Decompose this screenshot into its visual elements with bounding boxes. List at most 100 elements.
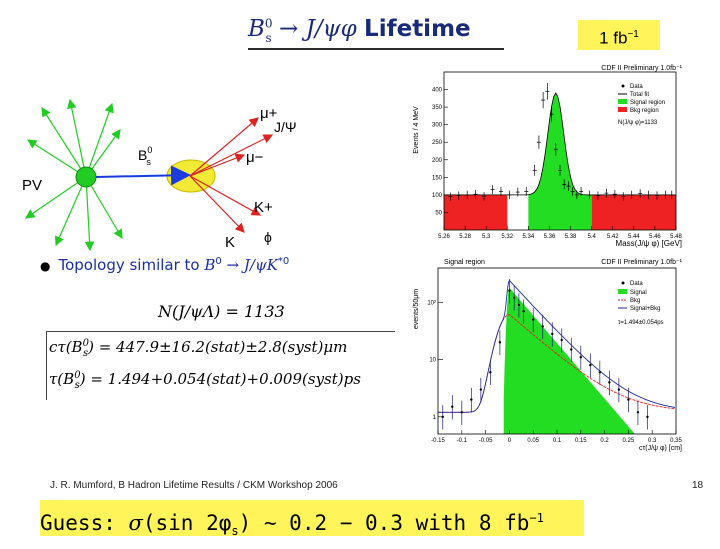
bullet-dot: ● — [40, 259, 51, 273]
mass-plot: 5.26 5.28 5.3 5.32 5.34 5.36 5.38 5.4 5.42 5.44 5.… — [408, 60, 688, 250]
bullet-math-rest: → J/ψK — [221, 256, 278, 274]
result-ctau: cτ(B0s) = 447.9±16.2(stat)±2.8(syst)μm — [49, 338, 348, 359]
footer-citation: J. R. Mumford, B Hadron Lifetime Results… — [50, 480, 338, 491]
guess-box: Guess: σ(sin 2φs) ∼ 0.2 − 0.3 with 8 fb−… — [40, 500, 584, 539]
x-tick-label: -0.05 — [479, 438, 493, 444]
ct-legend-bkg: Bkg — [630, 298, 640, 304]
x-tick-label: 5.42 — [607, 234, 619, 240]
result-tau: τ(B0s) = 1.494+0.054(stat)+0.009(syst)ps — [49, 370, 361, 391]
signal-fill — [503, 287, 653, 435]
ct-legend-signal-marker — [618, 289, 627, 294]
ct-plot-title: Signal region — [444, 259, 485, 266]
x-tick-label: 5.36 — [544, 234, 556, 240]
ct-xlabel: cτ(J/ψ φ) [cm] — [639, 445, 682, 452]
ct-ylabel: events/50μm — [413, 289, 420, 329]
ct-plot-title-right: CDF II Preliminary 1.0fb⁻¹ — [601, 259, 682, 266]
phi-label: ϕ — [264, 229, 272, 245]
n-events: N(J/ψΛ) = 1133 — [158, 302, 285, 321]
data-point — [608, 381, 611, 384]
x-tick-label: 0.25 — [623, 438, 635, 444]
data-point — [541, 325, 544, 328]
title-sup: 0 — [264, 16, 273, 31]
k-label: K — [225, 234, 235, 251]
bs-flight-arrow — [95, 165, 191, 186]
lumi-text: 1 fb — [599, 28, 628, 48]
mu-minus-label: μ− — [246, 149, 264, 166]
data-point — [589, 363, 592, 367]
mass-annotation: N(J/ψ φ)=1133 — [618, 120, 658, 126]
ct-plot: -0.15 -0.1 -0.05 0 0.05 0.1 0.15 0.2 0.25 0.3 0.35… — [408, 254, 688, 454]
primary-vertex — [75, 166, 97, 188]
x-tick-label: -0.15 — [431, 438, 445, 444]
ct-legend-data: Data — [630, 281, 643, 287]
ct-legend-data-marker — [621, 281, 625, 285]
guess-sub: s — [231, 524, 239, 539]
x-tick-label: 5.34 — [523, 234, 535, 240]
lifetime-results: cτ(B0s) = 447.9±16.2(stat)±2.8(syst)μm τ… — [46, 331, 395, 400]
title-decay: → J/ψφ — [271, 16, 365, 42]
legend-signal-marker — [618, 99, 627, 104]
y-tick-label: 10 — [429, 358, 436, 364]
y-tick-label: 1 — [433, 415, 437, 421]
y-tick-label: 350 — [432, 105, 443, 111]
slide-title: B0s → J/ψφ Lifetime — [248, 16, 504, 50]
page-number: 18 — [692, 480, 704, 491]
mass-ylabel: Events / 4 MeV — [413, 106, 420, 154]
x-tick-label: 5.44 — [628, 234, 640, 240]
data-point — [489, 371, 492, 374]
data-point — [560, 338, 563, 342]
data-point — [470, 398, 473, 401]
data-point — [627, 398, 630, 401]
pv-label: PV — [22, 177, 42, 194]
x-tick-label: 0.2 — [600, 438, 609, 444]
total-fit-curve — [444, 92, 676, 196]
guess-prefix: Guess: — [40, 511, 129, 535]
bullet-topology: ● Topology similar to B0 → J/ψK*0 — [40, 256, 289, 274]
total-curve — [438, 279, 676, 413]
mass-plot-title: CDF II Preliminary 1.0fb⁻¹ — [601, 65, 682, 72]
lumi-badge: 1 fb−1 — [578, 20, 660, 50]
ct-annotation: τ=1.494±0.054ps — [618, 320, 664, 326]
x-tick-label: 5.28 — [459, 234, 471, 240]
legend-signal: Signal region — [630, 100, 665, 106]
data-point — [508, 289, 511, 292]
legend-data-marker — [621, 84, 625, 88]
bkg-region-1 — [591, 194, 676, 230]
data-point — [479, 388, 483, 391]
k-plus-label: K+ — [254, 199, 273, 216]
x-tick-label: 0.1 — [553, 438, 562, 444]
x-tick-label: -0.1 — [457, 438, 468, 444]
legend-data: Data — [630, 84, 643, 90]
decay-tracks — [189, 117, 274, 233]
y-tick-label: 250 — [432, 140, 443, 146]
data-point — [498, 341, 502, 344]
data-point — [512, 296, 516, 300]
mass-legend: Data Total fit Signal region Bkg region … — [618, 84, 665, 126]
jpsi-label: J/Ψ — [274, 119, 297, 135]
signal-region — [528, 93, 592, 230]
x-tick-label: 5.26 — [438, 234, 450, 240]
pv-tracks — [25, 98, 123, 252]
divider — [46, 400, 396, 408]
lumi-sup: −1 — [627, 29, 639, 40]
bullet-math-rest-sup: *0 — [277, 256, 290, 267]
x-tick-label: 5.48 — [670, 234, 682, 240]
ct-legend: Data Signal Bkg Signal+Bkg τ=1.494±0.054… — [618, 281, 664, 326]
data-point — [579, 356, 582, 359]
bullet-text: Topology similar to — [58, 256, 205, 274]
data-point — [598, 371, 602, 374]
y-tick-label: 100 — [432, 193, 443, 199]
data-point — [532, 318, 535, 321]
mass-xlabel: Mass(J/ψ φ) [GeV] — [616, 239, 682, 248]
legend-bkg-marker — [618, 107, 627, 112]
x-tick-label: 5.46 — [649, 234, 661, 240]
title-word: Lifetime — [364, 16, 471, 42]
data-point — [617, 388, 621, 391]
y-tick-label: 50 — [435, 210, 442, 216]
data-point — [522, 310, 525, 313]
bullet-math-sup: 0 — [215, 256, 222, 267]
y-tick-label: 300 — [432, 123, 443, 129]
guess-rest: ) ∼ 0.2 − 0.3 with 8 fb — [238, 511, 530, 535]
bullet-math: B — [204, 256, 216, 274]
legend-fit: Total fit — [630, 92, 649, 98]
